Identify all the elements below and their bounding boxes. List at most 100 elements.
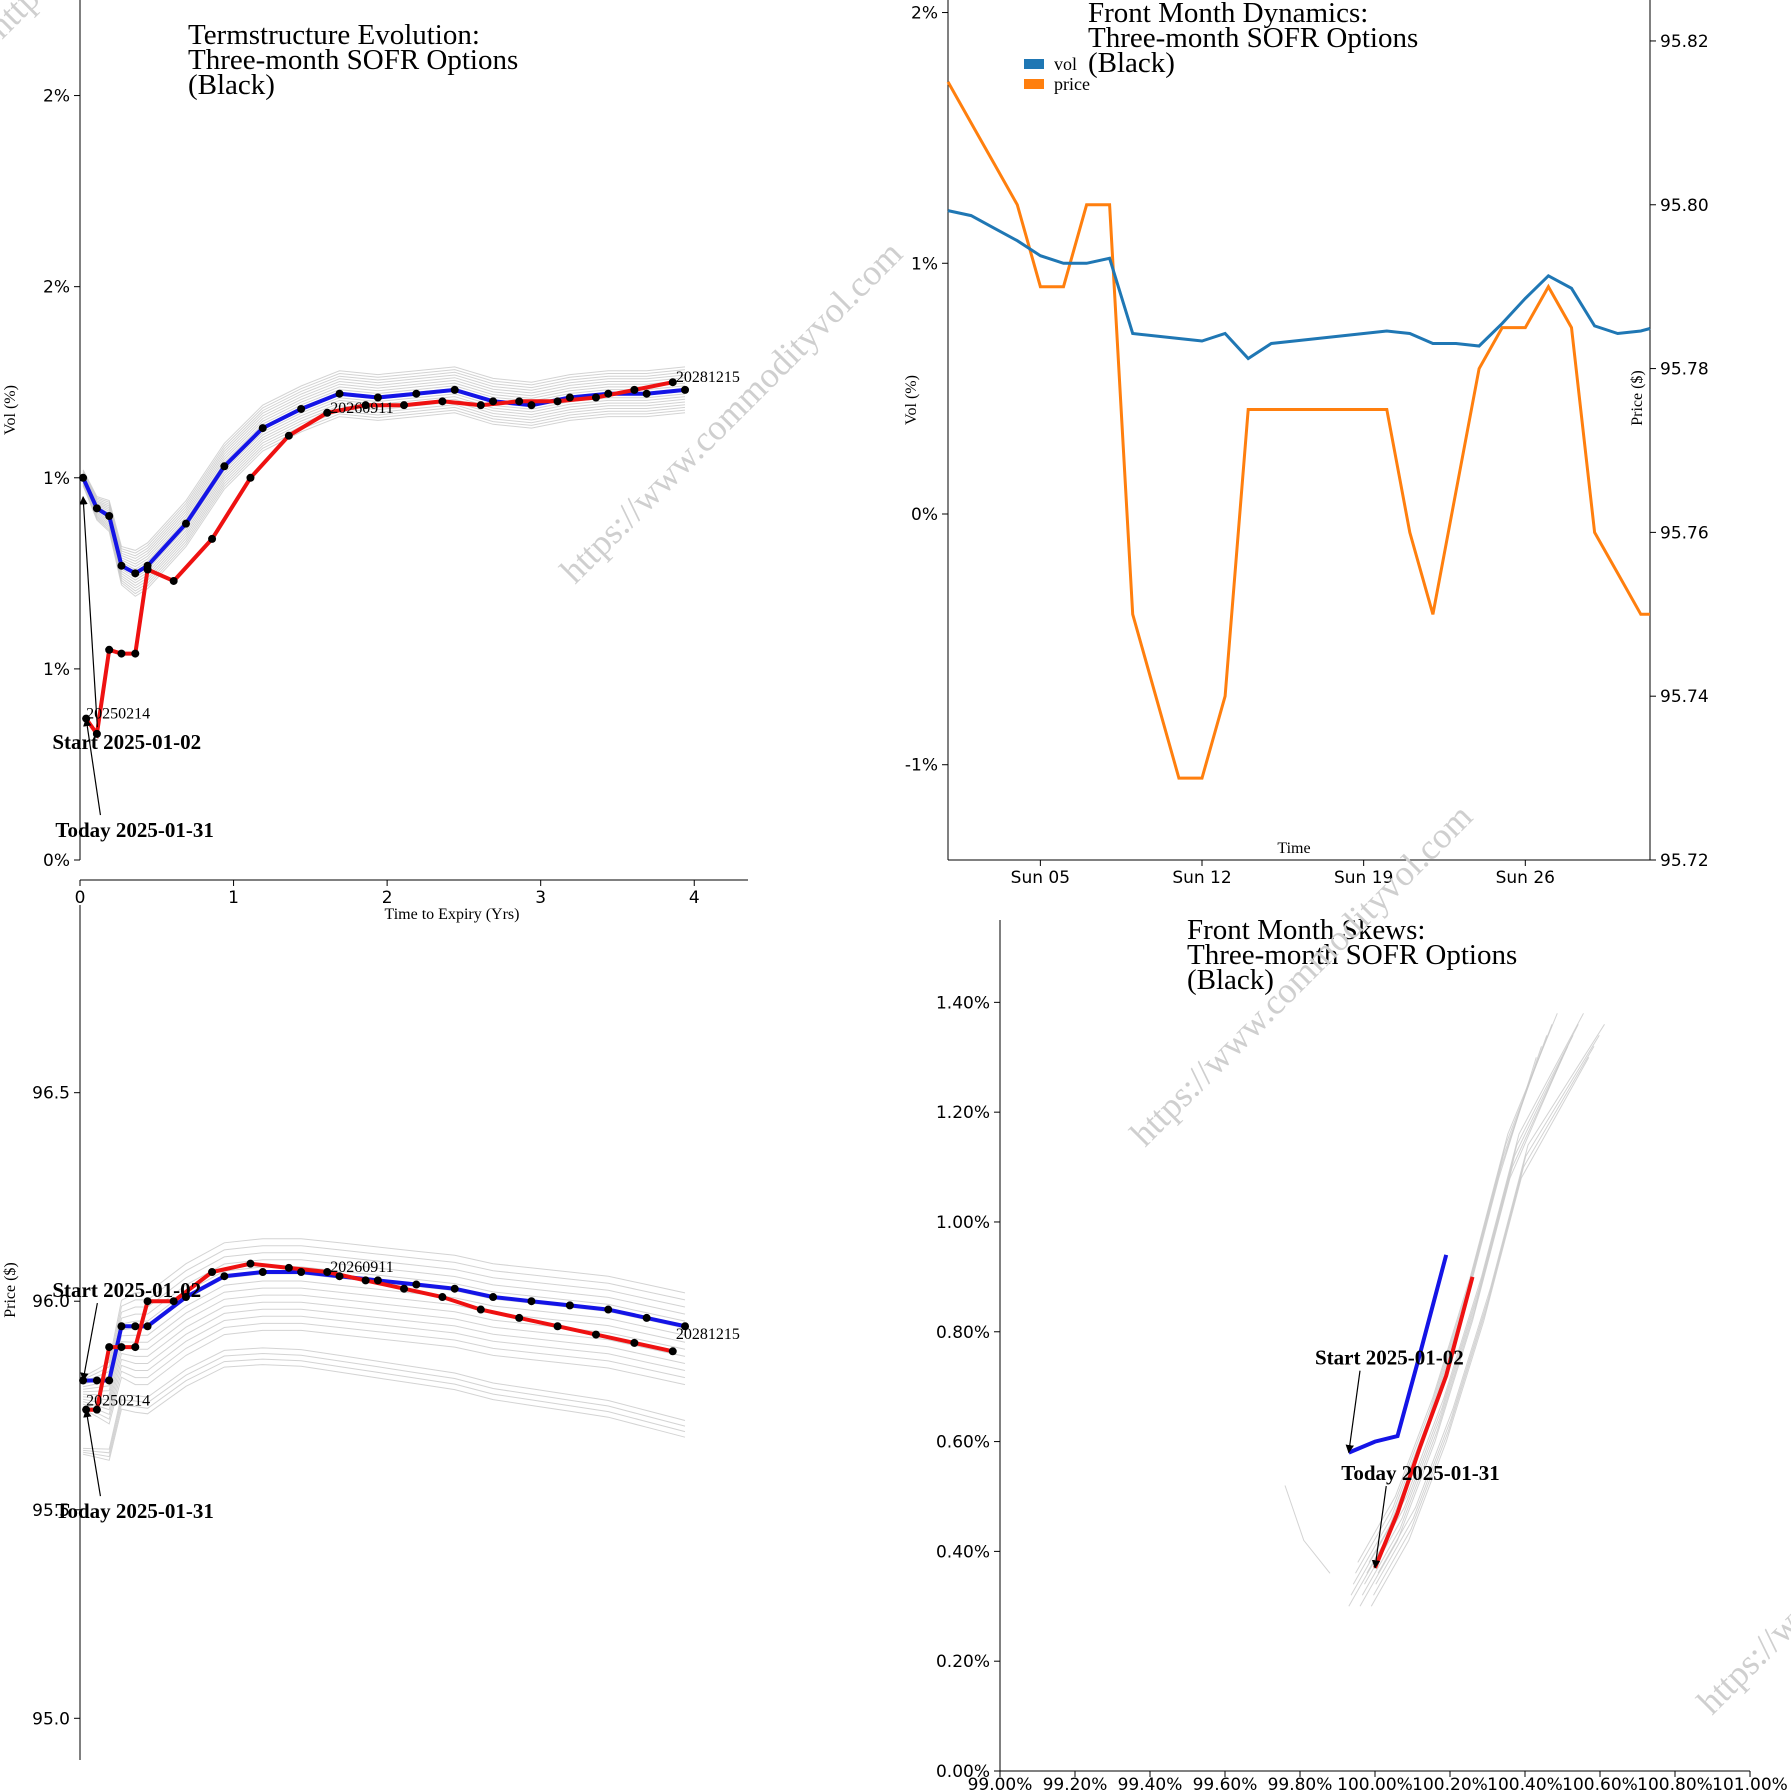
x-ticks: 0 1 2 3 4	[75, 880, 700, 908]
history-curve	[82, 371, 686, 557]
x-tick-label: 100.20%	[1412, 1775, 1488, 1792]
data-point-today	[476, 1305, 485, 1314]
history-curves	[82, 1238, 686, 1461]
data-point-start	[131, 569, 140, 578]
history-curve	[82, 396, 686, 581]
front-month-skews-chart: 0.00% 0.20% 0.40% 0.60% 0.80% 1.00% 1.20% 1.40%…	[936, 914, 1788, 1792]
data-point-start	[489, 397, 498, 406]
history-curve	[1361, 1046, 1569, 1596]
point-label: 20250214	[86, 706, 150, 723]
x-tick-label: Sun 12	[1172, 868, 1231, 888]
data-point-start	[297, 1268, 306, 1277]
x-tick-label: 99.80%	[1268, 1775, 1333, 1792]
annotation-arrow	[79, 496, 98, 728]
annotations: Start 2025-01-02 Today 2025-01-31	[52, 496, 214, 842]
x-tick-label: 100.80%	[1637, 1775, 1713, 1792]
x-tick-label: 4	[689, 888, 700, 908]
series-points	[79, 378, 690, 738]
point-label: 20281215	[676, 1326, 740, 1343]
y-tick-label: 1.00%	[936, 1213, 990, 1233]
y-tick-label: -1%	[905, 756, 938, 776]
annotation-label: Start 2025-01-02	[1315, 1346, 1464, 1370]
history-curve	[1375, 1035, 1600, 1585]
data-point-start	[92, 504, 101, 513]
data-point-start	[335, 1272, 344, 1281]
series-lines	[1348, 1254, 1475, 1569]
history-curve	[83, 1287, 686, 1396]
y2-tick-label: 95.80	[1660, 196, 1709, 216]
history-curve	[82, 412, 686, 597]
history-curve	[83, 1352, 686, 1454]
x-ticks: 99.00% 99.20% 99.40% 99.60% 99.80% 100.00% 100…	[968, 1771, 1788, 1792]
x-axis-title: Time to Expiry (Yrs)	[385, 906, 520, 923]
series-line-vol	[947, 209, 1651, 361]
x-tick-label: 101.00%	[1712, 1775, 1788, 1792]
data-point-start	[565, 1301, 574, 1310]
annotation-arrow	[1345, 1370, 1361, 1454]
history-curves	[1284, 1013, 1605, 1607]
data-point-start	[373, 1276, 382, 1285]
annotations: Start 2025-01-02 Today 2025-01-31	[1315, 1346, 1500, 1569]
data-point-start	[527, 401, 536, 410]
history-curve	[82, 393, 686, 578]
x-tick-label: 1	[228, 888, 239, 908]
data-point-today	[553, 397, 562, 406]
legend-swatch-price	[1024, 79, 1044, 89]
data-point-start	[297, 404, 306, 413]
y-ticks: 95.0 95.5 96.0 96.5	[32, 1084, 80, 1729]
history-curve	[82, 1252, 686, 1383]
data-point-today	[515, 397, 524, 406]
data-point-today	[92, 1405, 101, 1414]
y-tick-label: 96.0	[32, 1292, 70, 1312]
x-tick-label: 100.40%	[1487, 1775, 1563, 1792]
y-tick-label: 0%	[911, 505, 938, 525]
history-curve	[82, 1259, 686, 1385]
data-point-start	[131, 1322, 140, 1331]
point-label: 20281215	[676, 369, 740, 386]
history-curve	[82, 379, 686, 565]
chart-title-line-3: (Black)	[188, 69, 275, 101]
front-month-dynamics-chart: -1% 0% 1% 2% 95.72 95.74 95.76 95.78 95.80 95.82…	[903, 0, 1709, 888]
history-curve	[83, 1301, 686, 1406]
data-point-start	[117, 561, 126, 570]
annotation-label: Today 2025-01-31	[1341, 1461, 1500, 1485]
history-curve	[1359, 1057, 1563, 1607]
y-tick-label: 96.5	[32, 1084, 70, 1104]
history-curve	[1350, 1046, 1542, 1596]
point-label: 20260911	[330, 1259, 393, 1276]
data-point-today	[361, 1276, 370, 1285]
history-curve	[82, 1329, 686, 1425]
x-tick-label: Sun 05	[1011, 868, 1070, 888]
data-point-today	[476, 401, 485, 410]
y-tick-label: 0.60%	[936, 1433, 990, 1453]
chart-title-line-3: (Black)	[1187, 964, 1274, 996]
data-point-start	[220, 462, 229, 471]
y-tick-label: 2%	[43, 278, 70, 298]
y-tick-label: 95.5	[32, 1501, 70, 1521]
data-point-today	[438, 397, 447, 406]
x-tick-label: Sun 26	[1496, 868, 1555, 888]
watermark: https://www.commodityvol.com	[1689, 1364, 1791, 1722]
data-point-start	[220, 1272, 229, 1281]
data-point-start	[181, 519, 190, 528]
series-lines	[946, 81, 1651, 780]
annotation-arrow	[83, 1408, 102, 1497]
x-axis-title: Time	[1277, 840, 1310, 857]
x-tick-label: 99.40%	[1118, 1775, 1183, 1792]
point-label: 20260911	[330, 400, 393, 417]
history-curve	[1370, 1057, 1590, 1607]
y2-tick-label: 95.78	[1660, 360, 1709, 380]
legend-label-vol: vol	[1054, 54, 1077, 74]
history-curve	[83, 1280, 686, 1393]
data-point-today	[591, 1330, 600, 1339]
x-tick-label: 99.00%	[968, 1775, 1033, 1792]
data-point-start	[412, 389, 421, 398]
history-curve	[83, 1358, 686, 1458]
annotation-arrow	[1371, 1485, 1387, 1569]
data-point-start	[642, 1313, 651, 1322]
history-curve	[82, 1238, 686, 1378]
chart-title-line-2: Three-month SOFR Options	[1088, 22, 1418, 54]
y-tick-label: 0.80%	[936, 1323, 990, 1343]
history-curve	[82, 377, 686, 562]
annotation-label: Start 2025-01-02	[52, 730, 201, 754]
